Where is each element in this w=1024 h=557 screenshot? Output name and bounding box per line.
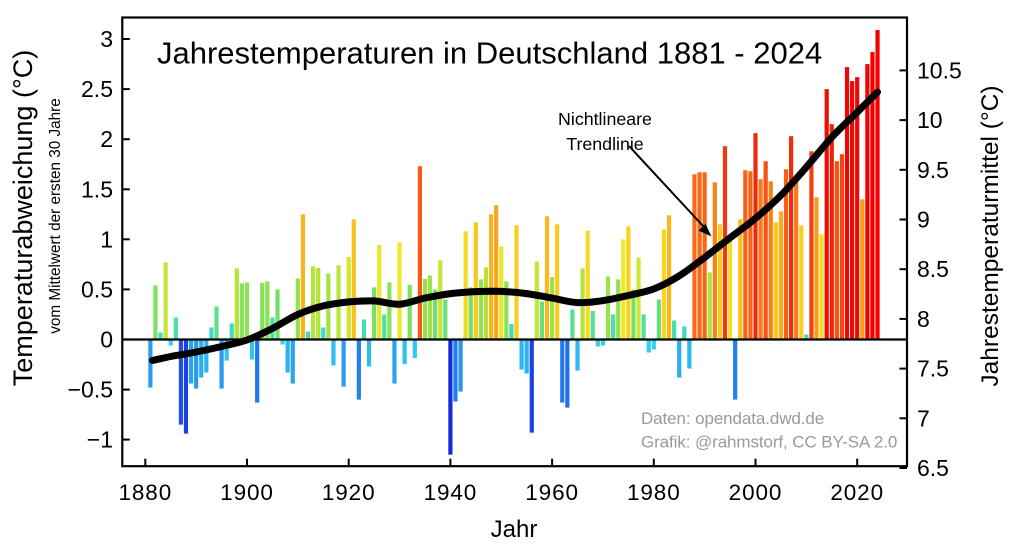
svg-text:Trendlinie: Trendlinie: [566, 134, 644, 154]
svg-text:1940: 1940: [424, 480, 478, 505]
svg-text:Jahrestemperaturen in Deutschl: Jahrestemperaturen in Deutschland 1881 -…: [157, 36, 822, 71]
svg-text:1960: 1960: [525, 480, 579, 505]
svg-text:7.5: 7.5: [917, 356, 949, 382]
svg-text:1880: 1880: [118, 480, 172, 505]
svg-text:Daten: opendata.dwd.de: Daten: opendata.dwd.de: [641, 409, 824, 428]
svg-text:10: 10: [917, 107, 943, 133]
svg-text:1920: 1920: [322, 480, 376, 505]
svg-text:8.5: 8.5: [917, 256, 949, 282]
svg-text:1: 1: [100, 226, 113, 252]
svg-text:9: 9: [917, 207, 930, 233]
svg-text:−0.5: −0.5: [68, 377, 113, 403]
svg-text:Jahrestemperaturmittel (°C): Jahrestemperaturmittel (°C): [977, 85, 1004, 386]
svg-text:6.5: 6.5: [917, 455, 949, 481]
svg-text:2020: 2020: [830, 480, 884, 505]
svg-text:2: 2: [100, 126, 113, 152]
svg-text:Grafik: @rahmstorf, CC BY-SA 2: Grafik: @rahmstorf, CC BY-SA 2.0: [641, 433, 897, 452]
svg-text:Temperaturabweichung (°C): Temperaturabweichung (°C): [8, 50, 38, 386]
svg-text:1980: 1980: [627, 480, 681, 505]
svg-text:0.5: 0.5: [81, 276, 113, 302]
svg-text:2.5: 2.5: [81, 76, 113, 102]
svg-text:2000: 2000: [729, 480, 783, 505]
svg-text:0: 0: [100, 327, 113, 353]
svg-text:9.5: 9.5: [917, 157, 949, 183]
svg-text:−1: −1: [87, 427, 113, 453]
svg-text:3: 3: [100, 26, 113, 52]
svg-text:Jahr: Jahr: [491, 516, 538, 543]
svg-text:8: 8: [917, 306, 930, 332]
svg-text:1900: 1900: [220, 480, 274, 505]
svg-text:1.5: 1.5: [81, 176, 113, 202]
svg-text:10.5: 10.5: [917, 57, 962, 83]
svg-text:7: 7: [917, 405, 930, 431]
svg-text:Nichtlineare: Nichtlineare: [558, 109, 652, 129]
svg-text:vom Mittelwert der ersten 30 J: vom Mittelwert der ersten 30 Jahre: [47, 98, 64, 334]
